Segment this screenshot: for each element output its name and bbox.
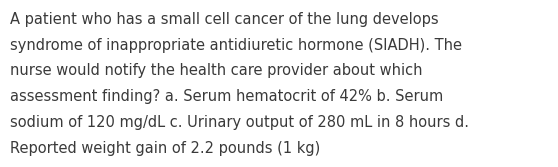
Text: nurse would notify the health care provider about which: nurse would notify the health care provi… [10, 63, 422, 78]
Text: assessment finding? a. Serum hematocrit of 42% b. Serum: assessment finding? a. Serum hematocrit … [10, 89, 443, 104]
Text: Reported weight gain of 2.2 pounds (1 kg): Reported weight gain of 2.2 pounds (1 kg… [10, 141, 320, 156]
Text: sodium of 120 mg/dL c. Urinary output of 280 mL in 8 hours d.: sodium of 120 mg/dL c. Urinary output of… [10, 115, 469, 130]
Text: syndrome of inappropriate antidiuretic hormone (SIADH). The: syndrome of inappropriate antidiuretic h… [10, 38, 462, 53]
Text: A patient who has a small cell cancer of the lung develops: A patient who has a small cell cancer of… [10, 12, 439, 27]
